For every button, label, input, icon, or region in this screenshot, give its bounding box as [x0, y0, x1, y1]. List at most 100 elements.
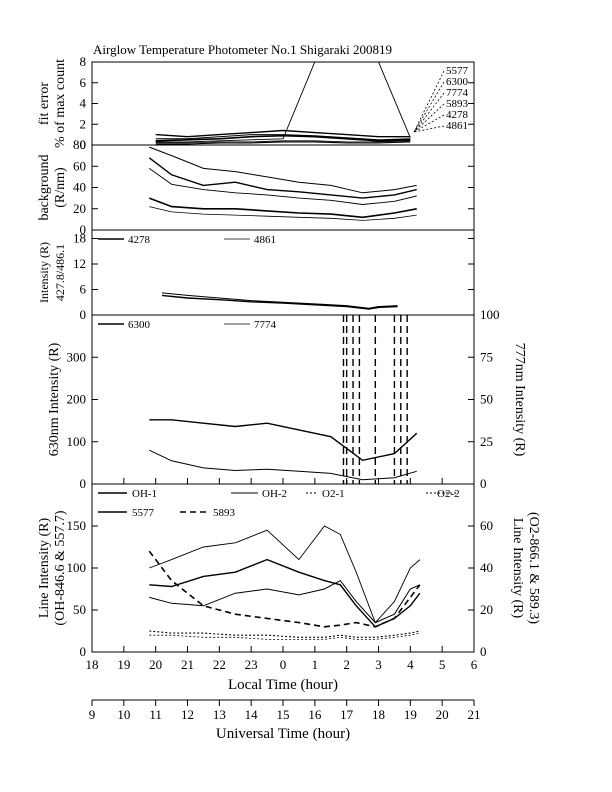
x-tick-label: 0 [280, 657, 287, 672]
series-line [149, 146, 417, 194]
x-tick-label: 1 [312, 657, 319, 672]
x-tick-label: 19 [117, 657, 130, 672]
ut-axis-label: Universal Time (hour) [216, 726, 350, 742]
series-line [149, 206, 417, 221]
panel-fit-error: 0 2 4 6 8 fit error% of max count 557763007774… [37, 54, 475, 152]
x-tick-label: 6 [471, 657, 478, 672]
series-line [155, 134, 411, 142]
series-label: 5577 [446, 65, 469, 77]
series-line [155, 134, 411, 141]
y-right-tick-label: 50 [480, 392, 493, 407]
ut-tick-label: 17 [340, 707, 354, 722]
y-axis-label: (R/nm) [53, 167, 68, 208]
x-axis-label: Local Time (hour) [228, 677, 338, 693]
series-line [149, 558, 421, 628]
legend-label: 6300 [128, 319, 151, 331]
ut-tick-label: 15 [277, 707, 290, 722]
y-tick-label: 2 [80, 116, 87, 131]
figure-title: Airglow Temperature Photometer No.1 Shig… [93, 42, 392, 57]
y-tick-label: 0 [80, 644, 87, 659]
ut-tick-label: 10 [117, 707, 130, 722]
series-line [148, 550, 421, 628]
y-right-axis-label: 777nm Intensity (R) [512, 343, 527, 457]
y-tick-label: 40 [73, 180, 86, 195]
series-label-leader [413, 81, 445, 133]
legend-label: 4861 [254, 234, 276, 246]
y-right-tick-label: 25 [480, 434, 493, 449]
x-tick-label: 4 [407, 657, 414, 672]
y-right-tick-label: 20 [480, 602, 493, 617]
y-tick-label: 0 [80, 307, 87, 322]
y-right-tick-label: 75 [480, 349, 493, 364]
y-right-axis-label: (O2-866.1 & 589.3) [526, 512, 541, 624]
ut-tick-label: 14 [245, 707, 259, 722]
y-axis-label: Line Intensity (R) [37, 518, 52, 619]
legend-label: 5893 [213, 507, 236, 519]
legend-label: O2-1 [322, 488, 345, 500]
series-label: 4278 [446, 109, 469, 121]
y-right-axis-label: Line Intensity (R) [510, 518, 525, 619]
ut-tick-label: 12 [181, 707, 194, 722]
y-tick-label: 4 [80, 96, 87, 111]
y-tick-label: 0 [80, 222, 87, 237]
y-tick-label: 300 [67, 349, 87, 364]
series-line [149, 197, 417, 219]
panel-intensity-6300-7774: 0 100 200 300 0 25 50 75 100 630nm Intensity (R) 7… [47, 307, 527, 491]
series-line [148, 157, 417, 199]
y-tick-label: 8 [80, 54, 87, 69]
series-label-leader [413, 70, 445, 133]
y-axis-label: (OH-846.6 & 557.7) [53, 510, 68, 625]
y-right-tick-label: 0 [480, 476, 487, 491]
series-line [161, 292, 398, 309]
y-tick-label: 18 [73, 231, 86, 246]
series-line [155, 140, 411, 144]
series-label: 5893 [446, 98, 469, 110]
series-line [155, 129, 411, 138]
legend-label: 4278 [128, 234, 151, 246]
ut-tick-label: 19 [404, 707, 417, 722]
x-tick-label: 5 [439, 657, 446, 672]
series-line [155, 61, 411, 143]
legend-label: 7774 [254, 319, 277, 331]
y-tick-label: 50 [73, 602, 86, 617]
y-axis-label: % of max count [53, 59, 68, 148]
x-tick-label: 3 [375, 657, 382, 672]
y-tick-label: 200 [67, 392, 87, 407]
series-line [149, 632, 420, 640]
ut-tick-label: 13 [213, 707, 226, 722]
y-tick-label: 12 [73, 256, 86, 271]
y-tick-label: 0 [80, 476, 87, 491]
series-line [149, 525, 421, 624]
y-tick-label: 6 [80, 75, 87, 90]
series-label-leader [413, 125, 445, 133]
legend-label: OH-1 [132, 488, 157, 500]
legend-label: OH-2 [262, 488, 287, 500]
y-axis-label: fit error [37, 82, 52, 125]
y-axis-label: 427.8/486.1 [53, 244, 67, 301]
y-tick-label: 6 [80, 282, 87, 297]
y-right-tick-label: 0 [480, 644, 487, 659]
x-tick-label: 20 [149, 657, 162, 672]
series-line [149, 579, 421, 624]
y-tick-label: 20 [73, 201, 86, 216]
y-tick-label: 0 [80, 137, 87, 152]
y-tick-label: 60 [73, 158, 86, 173]
panel-frame [91, 314, 475, 485]
ut-tick-label: 9 [89, 707, 96, 722]
panel-frame [91, 144, 475, 231]
series-label: 4861 [446, 120, 468, 132]
y-axis-label: background [37, 154, 52, 220]
panel-frame [91, 61, 475, 146]
ut-tick-label: 18 [372, 707, 385, 722]
series-line [149, 449, 417, 481]
y-tick-label: 100 [67, 434, 87, 449]
y-axis-label: 630nm Intensity (R) [47, 342, 62, 456]
series-line [149, 630, 421, 638]
series-line [149, 168, 417, 205]
y-axis-label: Intensity (R) [37, 242, 51, 303]
x-tick-label: 2 [343, 657, 350, 672]
ut-tick-label: 11 [149, 707, 162, 722]
legend-label: O2-2 [437, 488, 460, 500]
